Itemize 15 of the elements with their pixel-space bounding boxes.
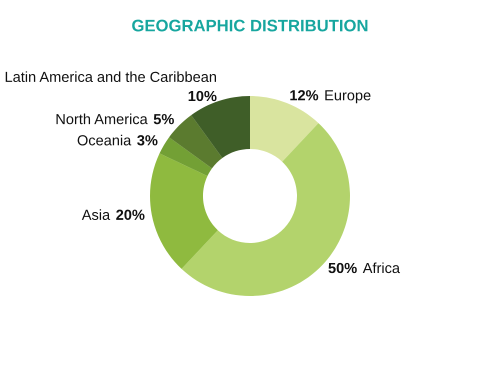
donut-slice	[160, 137, 212, 176]
data-label: 5%	[154, 114, 174, 124]
slice-label: Oceania	[78, 134, 132, 146]
data-label: 20%	[116, 210, 145, 220]
data-label: 12%	[290, 90, 318, 100]
slice-label: Africa	[362, 262, 400, 274]
slice-label: Europe	[325, 90, 371, 104]
slice-label: Latin America and the Caribbean	[6, 71, 216, 82]
data-label: 3%	[137, 135, 158, 146]
slice-label: North America	[56, 114, 148, 124]
chart-title: GEOGRAPHIC DISTRIBUTION	[132, 20, 368, 32]
donut-slice	[150, 153, 218, 269]
data-label: 50%	[328, 262, 357, 274]
slice-label: Asia	[82, 209, 110, 220]
data-label: 10%	[188, 90, 217, 102]
